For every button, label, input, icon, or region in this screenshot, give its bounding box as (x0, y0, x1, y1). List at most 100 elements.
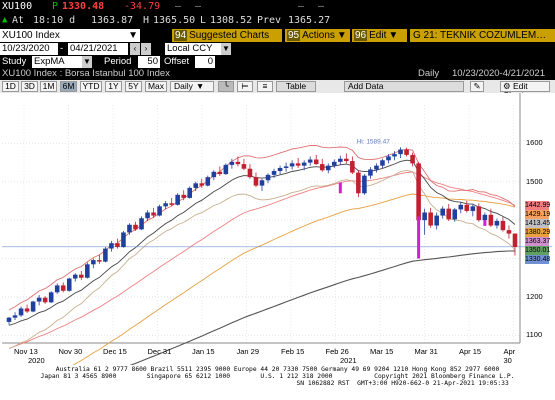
study-controls: Study ExpMA ▼ Period 50 Offset 0 (0, 56, 555, 68)
tab-max[interactable]: Max (145, 81, 167, 92)
candle-body (494, 220, 500, 226)
x-tick-label: Feb 15 (281, 347, 305, 356)
candle-body (199, 183, 205, 186)
edit-button[interactable]: 96 Edit ▼ (352, 29, 407, 42)
tab-6m[interactable]: 6M (60, 81, 77, 92)
actions-button[interactable]: 95 Actions ▼ (285, 29, 350, 42)
tab-1d[interactable]: 1D (2, 81, 19, 92)
candle-body (307, 159, 313, 163)
table-button[interactable]: Table (276, 81, 316, 92)
candle-body (18, 308, 24, 316)
x-tick-label: Feb 26 (325, 347, 349, 356)
x-tick-label: Dec 31 (147, 347, 172, 356)
tab-1y[interactable]: 1Y (105, 81, 122, 92)
candle-body (271, 171, 277, 175)
bar-chart-icon[interactable]: ≡ (257, 81, 273, 92)
candle-body (331, 161, 337, 166)
annotate-icon[interactable]: ✎ (470, 81, 484, 92)
period-tabs: 1D 3D 1M 6M YTD 1Y 5Y Max Daily ▼ ╰ ⊨ ≡ T… (0, 80, 555, 100)
candle-body (253, 177, 259, 186)
tab-1m[interactable]: 1M (40, 81, 57, 92)
end-date-field[interactable]: 04/21/2021 (68, 43, 128, 55)
add-data-field[interactable]: Add Data (344, 81, 464, 92)
frequency-dropdown[interactable]: Daily ▼ (170, 81, 214, 92)
date-back-icon[interactable]: ‹ (130, 43, 140, 55)
line-chart-icon[interactable]: ╰ (218, 81, 234, 92)
candle-body (151, 212, 156, 216)
study-chevron-icon[interactable]: ▼ (82, 56, 92, 68)
candle-body (217, 171, 223, 175)
upper-band-line (8, 144, 516, 311)
offset-field[interactable]: 0 (195, 56, 215, 68)
edit-chevron-icon: ▼ (388, 30, 399, 41)
date-forward-icon[interactable]: › (141, 43, 151, 55)
x-tick-label: Nov 30 (58, 347, 83, 356)
x-tick-label: Jan 15 (192, 347, 215, 356)
price-tag: 1429.19 (525, 209, 551, 219)
frequency-dropdown-label: Daily (174, 81, 193, 91)
currency-select[interactable]: Local CCY (165, 43, 221, 55)
offset-label: Offset (164, 56, 190, 67)
candle-body (157, 206, 162, 216)
ema-10-line (8, 159, 516, 326)
candle-body (6, 317, 12, 322)
price-chart[interactable]: Hi: 1589.47 110012001300140015001600 144… (0, 93, 555, 365)
study-select[interactable]: ExpMA (32, 56, 82, 68)
frequency-label: Daily (418, 68, 440, 79)
candle-body (91, 260, 96, 265)
tab-ytd[interactable]: YTD (80, 81, 102, 92)
low-price: 1308.52 (210, 15, 253, 26)
candle-body (223, 164, 229, 175)
currency-chevron-icon[interactable]: ▼ (221, 43, 231, 55)
high-price: 1365.50 (153, 15, 196, 26)
high-annotation: Hi: 1589.47 (357, 138, 391, 145)
suggested-charts-button[interactable]: 94 Suggested Charts (172, 29, 282, 42)
actions-label: Actions (302, 30, 335, 41)
x-tick-label: Apr 30 (503, 347, 516, 365)
period-field[interactable]: 50 (138, 56, 160, 68)
candle-body (506, 230, 512, 234)
highlight-spike (483, 220, 487, 226)
suggested-charts-label: Suggested Charts (189, 30, 270, 41)
actions-chevron-icon: ▼ (336, 30, 347, 41)
lower-band-line (8, 169, 516, 349)
candle-body (193, 183, 199, 188)
candle-body (440, 208, 445, 216)
candle-body (79, 274, 84, 278)
low-prefix: L (200, 15, 207, 26)
candle-chart-icon[interactable]: ⊨ (237, 81, 253, 92)
candle-body (205, 177, 211, 186)
candle-body (121, 232, 126, 248)
chevron-down-icon[interactable]: ▼ (128, 30, 138, 41)
candle-body (127, 224, 132, 233)
candle-body (241, 164, 247, 169)
candle-body (404, 149, 409, 155)
y-tick-label: 1200 (526, 291, 543, 301)
chart-template-title[interactable]: G 21: TEKNIK COZUMLEM… (410, 29, 555, 42)
candle-body (476, 206, 482, 221)
candle-body (386, 156, 391, 161)
candle-body (362, 175, 367, 194)
candle-body (60, 285, 66, 291)
candle-body (145, 212, 150, 219)
candle-body (434, 215, 439, 226)
price-tag: 1363.37 (525, 236, 551, 246)
candle-body (301, 162, 307, 166)
edit-chart-button[interactable]: ⚙ Edit Chart (500, 81, 550, 100)
candle-body (139, 218, 144, 230)
candle-body (12, 315, 18, 318)
tab-3d[interactable]: 3D (21, 81, 38, 92)
candle-body (36, 297, 42, 302)
candle-body (512, 233, 518, 248)
ema-200-line (129, 250, 516, 365)
dash-2: – (195, 1, 202, 12)
tab-5y[interactable]: 5Y (125, 81, 142, 92)
security-field[interactable]: XU100 Index ▼ (0, 29, 140, 42)
price-tag: 1442.99 (525, 200, 551, 210)
start-date-field[interactable]: 10/23/2020 (0, 43, 58, 55)
candle-body (488, 214, 494, 226)
quote-header: XU100 P 1330.48 -34.79 – – – – (0, 0, 555, 14)
candle-body (392, 154, 397, 157)
open-price: 1363.87 (91, 15, 134, 26)
toolbar: XU100 Index ▼ 94 Suggested Charts 95 Actio… (0, 28, 555, 42)
